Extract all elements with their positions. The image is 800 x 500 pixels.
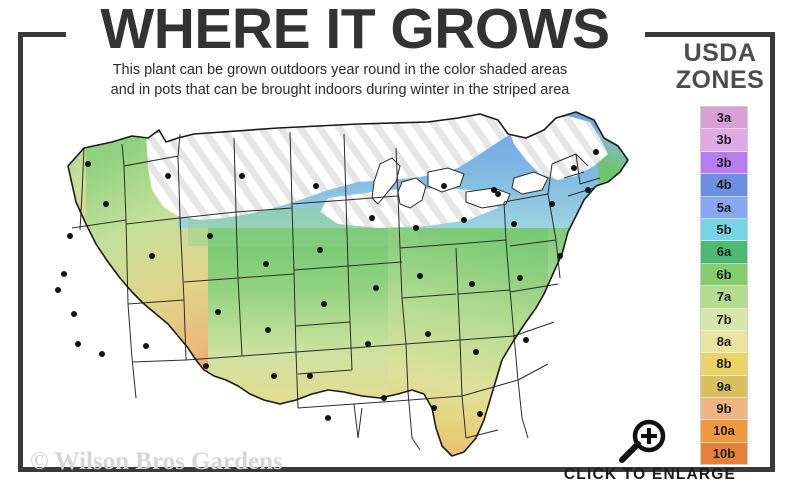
legend-zone-swatch-7b-9[interactable]: 7b [701, 308, 747, 331]
subtitle-line-1: This plant can be grown outdoors year ro… [112, 62, 568, 78]
map-striped-region [146, 112, 608, 228]
page-subtitle: This plant can be grown outdoors year ro… [40, 60, 640, 100]
legend-zone-swatch-4b-3[interactable]: 4b [701, 174, 747, 197]
subtitle-line-2: and in pots that can be brought indoors … [110, 82, 570, 98]
magnifier-plus-icon[interactable] [618, 418, 670, 464]
frame-border-bottom [18, 467, 775, 472]
legend-zone-swatch-7a-8[interactable]: 7a [701, 286, 747, 309]
map-country-outline [67, 111, 629, 457]
legend-zone-swatch-9b-13[interactable]: 9b [701, 398, 747, 421]
legend-zone-swatch-6a-6[interactable]: 6a [701, 241, 747, 264]
legend-zone-swatch-3b-2[interactable]: 3b [701, 151, 747, 175]
legend-zone-swatch-3b-1[interactable]: 3b [701, 129, 747, 152]
map-city-dots [55, 149, 599, 421]
legend-zone-swatch-list: 3a 3b 3b 4b 5a 5b 6a 6b 7a 7b 8a 8b 9a 9b 10a 10b [700, 106, 748, 466]
map-state-borders [71, 131, 601, 451]
frame-border-top-left [18, 32, 66, 37]
legend-zone-swatch-9a-12[interactable]: 9a [701, 375, 747, 399]
legend-zone-swatch-10b-15[interactable]: 10b [701, 442, 747, 465]
legend-zone-swatch-8a-10[interactable]: 8a [701, 330, 747, 354]
frame-border-top-right [645, 32, 775, 37]
legend-title-line-1: USDA [683, 39, 757, 67]
legend-zone-swatch-3a-0[interactable]: 3a [701, 107, 747, 130]
legend-zone-swatch-8b-11[interactable]: 8b [701, 353, 747, 376]
legend-title: USDA ZONES [660, 40, 780, 94]
legend-zone-swatch-5a-4[interactable]: 5a [701, 196, 747, 219]
page-title: WHERE IT GROWS [100, 0, 610, 61]
legend-zone-swatch-6b-7[interactable]: 6b [701, 263, 747, 287]
usda-zone-map[interactable] [28, 108, 648, 458]
frame-border-left [18, 32, 23, 472]
legend-zone-swatch-10a-14[interactable]: 10a [701, 420, 747, 443]
legend-title-line-2: ZONES [675, 66, 765, 94]
watermark-copyright: © Wilson Bros Gardens [30, 448, 283, 475]
click-to-enlarge-label[interactable]: CLICK TO ENLARGE [563, 466, 737, 483]
legend-zone-swatch-5b-5[interactable]: 5b [701, 218, 747, 242]
frame-border-right [770, 32, 775, 472]
